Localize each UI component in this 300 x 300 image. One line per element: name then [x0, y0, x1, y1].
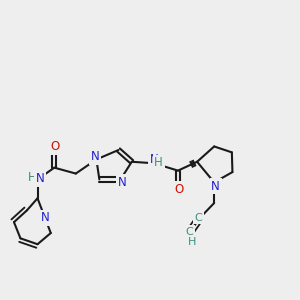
- Text: O: O: [174, 183, 183, 196]
- Text: N: N: [36, 172, 45, 185]
- Text: N: N: [149, 153, 158, 166]
- Text: N: N: [40, 211, 49, 224]
- Text: H: H: [188, 237, 196, 247]
- Text: O: O: [51, 140, 60, 153]
- Text: C: C: [195, 213, 203, 223]
- Text: C: C: [186, 226, 194, 237]
- Text: N: N: [118, 176, 126, 189]
- Text: N: N: [91, 150, 99, 163]
- Text: N: N: [211, 180, 220, 193]
- Text: H: H: [28, 171, 37, 184]
- Text: H: H: [154, 156, 163, 169]
